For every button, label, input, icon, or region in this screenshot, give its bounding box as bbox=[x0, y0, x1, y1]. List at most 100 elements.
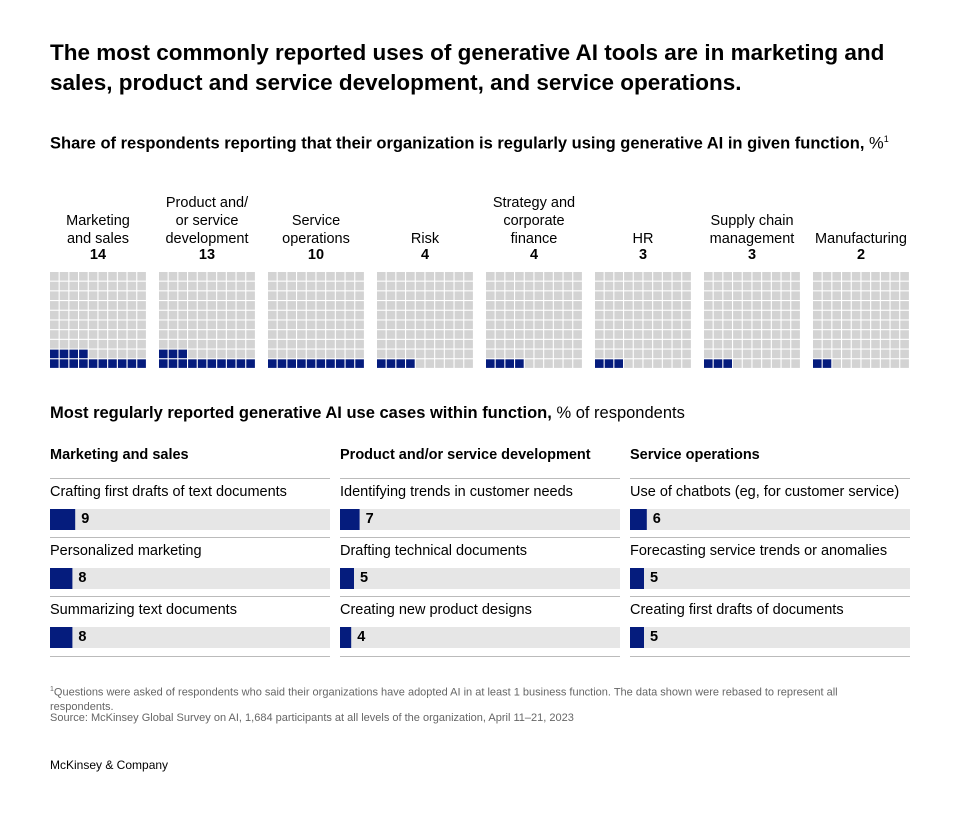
waffle-cell bbox=[50, 291, 59, 300]
waffle-cell bbox=[406, 330, 415, 339]
waffle-cell bbox=[900, 339, 909, 349]
waffle-cell bbox=[791, 301, 800, 310]
waffle-cell bbox=[464, 349, 473, 359]
waffle-cell bbox=[425, 281, 435, 291]
waffle-cell bbox=[662, 310, 672, 320]
waffle-cell bbox=[742, 339, 752, 349]
waffle-cell bbox=[117, 281, 127, 291]
waffle-cell bbox=[633, 339, 643, 349]
waffle-cell bbox=[464, 291, 473, 300]
waffle-cell bbox=[544, 281, 553, 291]
waffle-cell-filled bbox=[326, 359, 335, 368]
waffle-cell bbox=[890, 339, 900, 349]
waffle-cell bbox=[762, 330, 771, 339]
waffle-cell bbox=[871, 272, 880, 281]
waffle-cell bbox=[771, 291, 781, 300]
waffle-cell bbox=[742, 330, 752, 339]
waffle-cell-filled bbox=[813, 359, 822, 368]
waffle-cell bbox=[653, 281, 662, 291]
waffle-cell-filled bbox=[236, 359, 246, 368]
waffle-cell bbox=[553, 339, 563, 349]
waffle-cell bbox=[900, 320, 909, 330]
waffle-cell bbox=[643, 349, 653, 359]
waffle-cell bbox=[861, 359, 871, 368]
bar-value: 6 bbox=[652, 511, 661, 527]
waffle-cell bbox=[306, 330, 316, 339]
waffle-cell bbox=[226, 310, 236, 320]
waffle-cell bbox=[553, 349, 563, 359]
bar-track bbox=[340, 509, 620, 530]
waffle-cell bbox=[108, 330, 117, 339]
waffle-cell bbox=[495, 301, 505, 310]
waffle-cell bbox=[277, 291, 287, 300]
waffle-cell bbox=[495, 330, 505, 339]
waffle-cell bbox=[454, 339, 464, 349]
waffle-cell bbox=[464, 310, 473, 320]
waffle-cell bbox=[159, 330, 168, 339]
waffle-cell bbox=[178, 281, 187, 291]
waffle-cell bbox=[386, 320, 396, 330]
title: The most commonly reported uses of gener… bbox=[50, 40, 885, 95]
waffle-cell bbox=[672, 291, 682, 300]
waffle-cell bbox=[614, 281, 623, 291]
waffle-cell bbox=[246, 291, 255, 300]
waffle-cell bbox=[207, 320, 217, 330]
waffle-cell bbox=[544, 301, 553, 310]
waffle-cell bbox=[79, 310, 88, 320]
waffle-cell bbox=[534, 272, 544, 281]
waffle-cell bbox=[822, 349, 832, 359]
waffle-cell-filled bbox=[178, 349, 187, 359]
waffle-cell bbox=[396, 330, 405, 339]
bar-value: 8 bbox=[78, 570, 87, 586]
waffle-cell bbox=[595, 310, 604, 320]
waffle-cell bbox=[197, 272, 207, 281]
waffle-cell bbox=[624, 330, 633, 339]
waffle-cell bbox=[69, 320, 78, 330]
waffle-cell bbox=[832, 281, 841, 291]
waffle-cell bbox=[672, 310, 682, 320]
waffle-cell-filled bbox=[306, 359, 316, 368]
waffle-cell bbox=[355, 320, 364, 330]
waffle-cell bbox=[178, 339, 187, 349]
waffle-cell bbox=[880, 349, 890, 359]
waffle-cell bbox=[614, 349, 623, 359]
waffle-cell bbox=[553, 310, 563, 320]
waffle-cell bbox=[159, 281, 168, 291]
waffle-cell bbox=[287, 272, 296, 281]
waffle-cell bbox=[713, 330, 723, 339]
waffle-cell bbox=[425, 320, 435, 330]
waffle-cell bbox=[614, 330, 623, 339]
waffle-cell bbox=[236, 320, 246, 330]
waffle-cell bbox=[752, 349, 762, 359]
waffle-cell bbox=[742, 272, 752, 281]
waffle-cell bbox=[98, 291, 108, 300]
waffle-cell bbox=[604, 272, 614, 281]
waffle-cell bbox=[88, 339, 98, 349]
waffle-filled-cells bbox=[486, 359, 524, 368]
waffle-cell bbox=[515, 320, 524, 330]
waffle-cell bbox=[813, 330, 822, 339]
bar-group-title: Marketing and sales bbox=[50, 447, 189, 463]
waffle-cell bbox=[168, 339, 178, 349]
waffle-cell bbox=[425, 301, 435, 310]
waffle-cell bbox=[226, 281, 236, 291]
waffle-cell bbox=[752, 320, 762, 330]
waffle-cell bbox=[832, 272, 841, 281]
waffle-cell bbox=[137, 330, 146, 339]
waffle-filled-cells bbox=[813, 359, 832, 368]
waffle-cell bbox=[813, 272, 822, 281]
waffle-cell-filled bbox=[297, 359, 306, 368]
waffle-cell-filled bbox=[217, 359, 226, 368]
waffle-cell bbox=[624, 339, 633, 349]
waffle-cell bbox=[515, 339, 524, 349]
waffle-cell bbox=[396, 291, 405, 300]
waffle-cell bbox=[168, 281, 178, 291]
waffle-cell bbox=[88, 330, 98, 339]
waffle-cell bbox=[704, 339, 713, 349]
waffle-cell bbox=[633, 359, 643, 368]
waffle-cell bbox=[573, 330, 582, 339]
waffle-cell bbox=[771, 330, 781, 339]
waffle-cell bbox=[643, 281, 653, 291]
waffle-cell bbox=[137, 291, 146, 300]
waffle-cell bbox=[396, 349, 405, 359]
